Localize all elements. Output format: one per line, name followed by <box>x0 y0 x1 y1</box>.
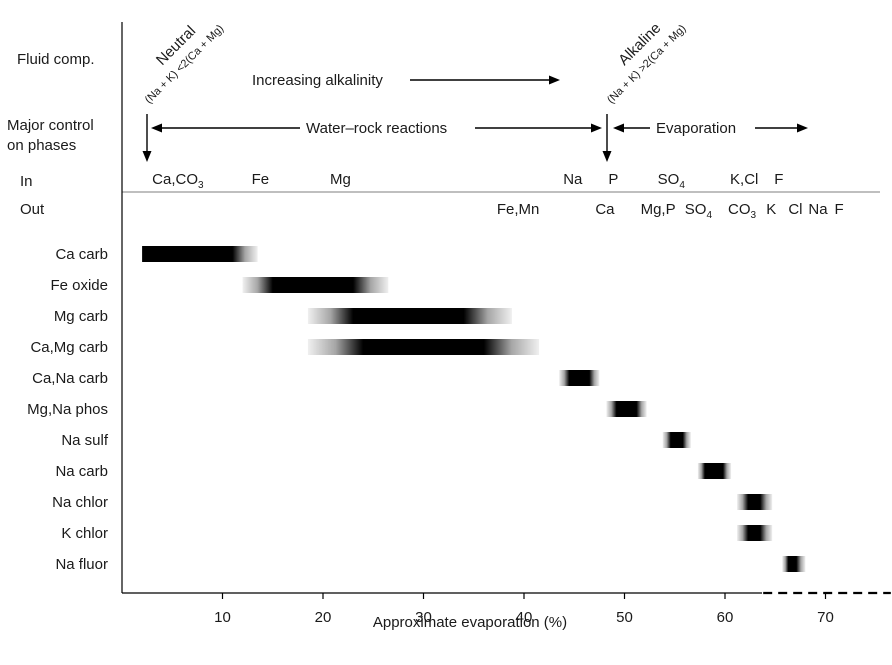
neutral-down-arrow-head <box>142 151 152 162</box>
phase-bar <box>606 401 647 417</box>
phase-bar <box>782 556 806 572</box>
species-label: CO3 <box>728 201 757 221</box>
species-label: Ca <box>595 201 615 218</box>
increasing-alkalinity-label: Increasing alkalinity <box>252 72 383 89</box>
phase-bars <box>142 246 806 572</box>
phase-label: Na fluor <box>55 556 108 573</box>
phase-bar <box>142 246 258 262</box>
evaporation-label: Evaporation <box>656 120 736 137</box>
phase-bar <box>559 370 600 386</box>
x-axis-ticks: 10 20 30 40 50 60 70 <box>214 593 834 626</box>
x-tick-label: 10 <box>214 609 231 626</box>
phase-bar <box>307 308 512 324</box>
alkaline-down-arrow-head <box>602 151 612 162</box>
row-label-in: In <box>20 173 33 190</box>
row-label-on-phases: on phases <box>7 137 76 154</box>
species-label: P <box>608 171 618 188</box>
water-rock-arrow-left-head <box>151 123 162 133</box>
evaporation-arrow-left-head <box>613 123 624 133</box>
phase-label: Mg carb <box>54 308 108 325</box>
phase-bar <box>697 463 732 479</box>
phase-label: Na chlor <box>52 494 108 511</box>
x-tick-label: 20 <box>315 609 332 626</box>
x-tick-label: 50 <box>616 609 633 626</box>
alkalinity-arrow-head <box>549 75 560 85</box>
x-axis-title: Approximate evaporation (%) <box>373 614 567 631</box>
phase-label: Fe oxide <box>50 277 108 294</box>
x-tick-label: 70 <box>817 609 834 626</box>
phase-label: K chlor <box>61 525 108 542</box>
row-label-major-control: Major control <box>7 117 94 134</box>
species-label: Cl <box>788 201 802 218</box>
species-label: Na <box>808 201 828 218</box>
phase-label: Ca,Mg carb <box>30 339 108 356</box>
phase-label: Na carb <box>55 463 108 480</box>
species-label: SO4 <box>658 171 686 191</box>
in-species-row: Ca,CO3 Fe Mg Na P SO4 K,Cl F <box>152 171 783 191</box>
alkaline-annotation: Alkaline (Na + K) >2(Ca + Mg) <box>605 20 688 106</box>
species-label: K,Cl <box>730 171 758 188</box>
water-rock-label: Water–rock reactions <box>306 120 447 137</box>
row-label-out: Out <box>20 201 45 218</box>
phase-labels: Ca carb Fe oxide Mg carb Ca,Mg carb Ca,Na ca… <box>27 246 109 573</box>
phase-bar <box>242 277 389 293</box>
species-label: Fe <box>252 171 270 188</box>
species-label: Na <box>563 171 583 188</box>
species-label: Mg <box>330 171 351 188</box>
water-rock-arrow-right-head <box>591 123 602 133</box>
species-label: Fe,Mn <box>497 201 540 218</box>
species-label: F <box>774 171 783 188</box>
species-label: SO4 <box>685 201 713 221</box>
evaporation-arrow-right-head <box>797 123 808 133</box>
x-tick-label: 40 <box>516 609 533 626</box>
row-label-fluid-comp: Fluid comp. <box>17 51 95 68</box>
x-tick-label: 30 <box>415 609 432 626</box>
phase-label: Mg,Na phos <box>27 401 108 418</box>
neutral-annotation: Neutral (Na + K) <2(Ca + Mg) <box>143 23 226 107</box>
species-label: Ca,CO3 <box>152 171 204 191</box>
x-tick-label: 60 <box>717 609 734 626</box>
species-label: Mg,P <box>641 201 676 218</box>
phase-bar <box>662 432 691 448</box>
phase-bar <box>737 494 773 510</box>
phase-label: Na sulf <box>61 432 109 449</box>
phase-bar <box>737 525 773 541</box>
phase-label: Ca carb <box>55 246 108 263</box>
phase-label: Ca,Na carb <box>32 370 108 387</box>
species-label: K <box>766 201 776 218</box>
phase-bar <box>307 339 540 355</box>
out-species-row: Fe,Mn Ca Mg,P SO4 CO3 K Cl Na F <box>497 201 844 221</box>
species-label: F <box>835 201 844 218</box>
